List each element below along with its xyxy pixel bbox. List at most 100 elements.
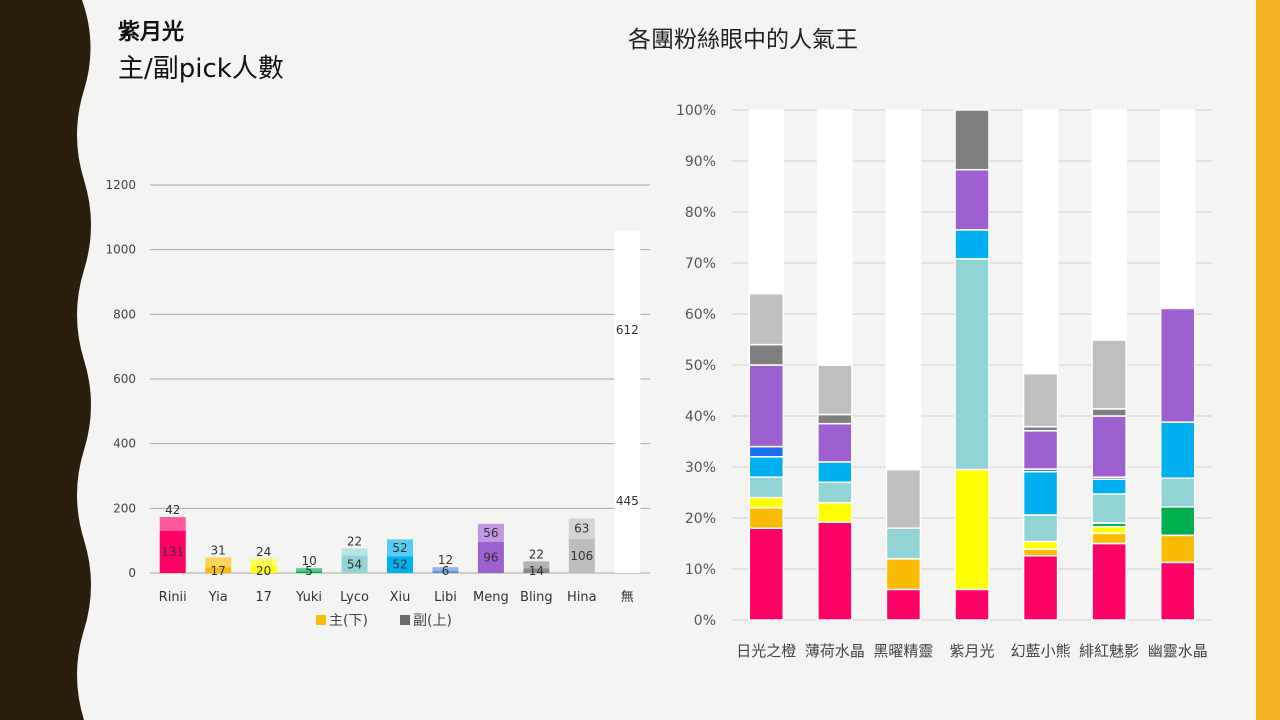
bar-main <box>296 571 323 573</box>
bar-segment <box>1091 542 1127 621</box>
bar-segment <box>1159 477 1196 508</box>
bar-segment <box>817 422 853 463</box>
bar-segment <box>954 588 990 621</box>
data-label-sub: 63 <box>574 522 589 536</box>
bar-segment <box>1091 408 1127 417</box>
x-tick-label: 日光之橙 <box>736 642 796 660</box>
y-tick-label: 400 <box>113 437 136 451</box>
data-label-sub: 31 <box>211 543 226 557</box>
y-tick-label: 80% <box>685 205 716 221</box>
bar-segment <box>954 109 990 171</box>
bar-segment <box>817 364 853 416</box>
data-label-sub: 42 <box>165 503 180 517</box>
y-tick-label: 70% <box>685 256 716 272</box>
right-chart-title: 各團粉絲眼中的人氣王 <box>628 27 858 53</box>
bar-segment <box>817 461 853 484</box>
bar-segment <box>748 507 785 529</box>
data-label-main: 5 <box>305 564 313 578</box>
y-tick-label: 20% <box>685 511 716 527</box>
bar-segment <box>1091 478 1127 495</box>
x-tick-label: 薄荷水晶 <box>805 642 865 660</box>
legend-swatch <box>400 615 410 625</box>
data-label-sub: 12 <box>438 553 453 567</box>
bar-segment <box>1159 506 1196 537</box>
data-label-main: 131 <box>161 545 184 559</box>
bar-main <box>387 556 413 573</box>
bar-segment <box>748 343 785 366</box>
bar-main <box>159 530 186 573</box>
data-label-sub: 612 <box>616 323 639 337</box>
x-tick-label: 紫月光 <box>949 642 994 660</box>
data-label-main: 96 <box>483 550 498 564</box>
data-label-sub: 10 <box>301 554 316 568</box>
bar-segment <box>817 501 853 523</box>
bar-segment <box>1091 532 1127 545</box>
x-tick-label: Libi <box>434 590 457 605</box>
bar-segment <box>748 364 785 448</box>
data-label-sub: 24 <box>256 545 271 559</box>
bar-sub <box>159 517 186 531</box>
bar-sub <box>523 561 550 569</box>
bar-segment <box>748 476 785 499</box>
y-tick-label: 90% <box>685 154 716 170</box>
bar-main <box>205 567 232 573</box>
bar-segment <box>1022 548 1059 557</box>
data-label-sub: 52 <box>392 541 407 555</box>
legend-label: 副(上) <box>413 613 452 629</box>
bar-segment <box>1022 514 1059 543</box>
data-label-main: 20 <box>256 564 271 578</box>
bar-segment <box>748 496 785 509</box>
bar-segment <box>1159 307 1196 423</box>
bar-main <box>432 571 459 573</box>
data-label-sub: 56 <box>483 526 498 540</box>
bar-main <box>341 555 368 573</box>
bar-segment <box>1159 421 1196 479</box>
legend-label: 主(下) <box>329 613 368 629</box>
bar-sub <box>387 539 413 557</box>
bar-segment <box>748 109 785 295</box>
bar-segment <box>1022 554 1059 621</box>
bar-segment <box>1159 534 1196 564</box>
bar-segment <box>1159 109 1196 310</box>
y-tick-label: 800 <box>113 307 136 321</box>
x-tick-label: 幻藍小熊 <box>1011 642 1071 660</box>
bar-segment <box>1022 430 1059 470</box>
x-tick-label: Meng <box>473 590 509 605</box>
x-tick-label: 黑曜精靈 <box>873 642 933 660</box>
y-tick-label: 40% <box>685 409 716 425</box>
x-tick-label: Rinii <box>159 590 187 605</box>
bar-segment <box>1159 561 1196 621</box>
y-tick-label: 1200 <box>105 178 136 192</box>
y-tick-label: 200 <box>113 501 136 515</box>
data-label-main: 106 <box>570 549 593 563</box>
bar-segment <box>885 588 922 621</box>
pick-count-chart: 0 200 400 600 800 1000 1200 131 42 Rinii 17 31 Yia 20… <box>105 178 650 629</box>
bar-segment <box>1091 339 1127 410</box>
x-tick-label: Yuki <box>295 590 322 605</box>
bar-segment <box>817 413 853 425</box>
data-label-main: 14 <box>529 564 544 578</box>
slide-title: 紫月光 <box>118 20 185 45</box>
bar-main <box>523 568 550 573</box>
slide-subtitle: 主/副pick人數 <box>118 54 284 84</box>
y-tick-label: 10% <box>685 562 716 578</box>
x-tick-label: Lyco <box>340 590 369 605</box>
x-tick-label: Yia <box>208 590 228 605</box>
bar-segment <box>1022 372 1059 428</box>
y-tick-label: 100% <box>676 103 716 119</box>
bar-main <box>614 429 641 573</box>
bar-main <box>568 538 595 573</box>
y-tick-label: 0 <box>128 566 136 580</box>
bar-segment <box>954 229 990 260</box>
bar-main <box>477 541 504 573</box>
data-label-main: 52 <box>392 558 407 572</box>
bar-sub <box>432 567 459 572</box>
data-label-sub: 22 <box>347 534 362 548</box>
decorative-wave <box>0 0 91 720</box>
bar-segment <box>817 109 853 366</box>
bar-segment <box>748 456 785 478</box>
bar-segment <box>1022 540 1059 550</box>
bar-segment <box>885 558 922 591</box>
x-tick-label: 無 <box>621 590 634 605</box>
x-tick-label: Hina <box>567 590 597 605</box>
